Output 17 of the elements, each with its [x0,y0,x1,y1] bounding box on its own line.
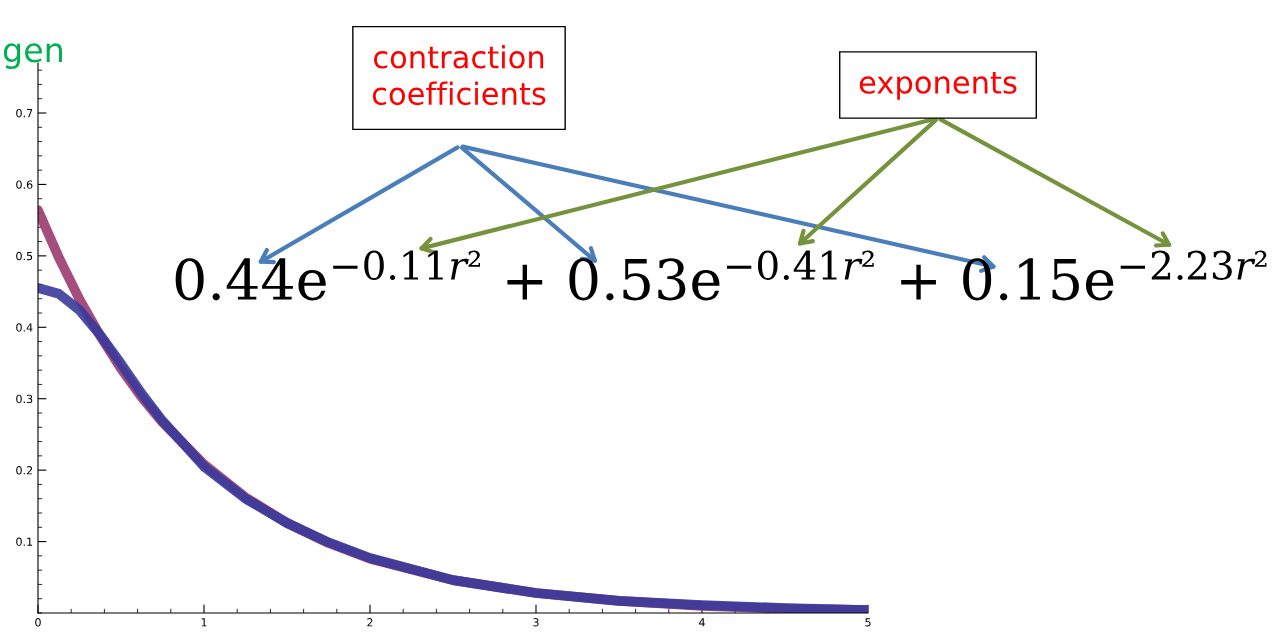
x-tick-label: 3 [533,618,539,627]
x-tick-label: 4 [699,618,705,627]
annotation: exponents [859,71,1017,100]
annotation: gen [3,43,62,69]
y-tick-label: 0.3 [16,394,33,404]
annotation: contraction coefficients [372,44,546,106]
x-tick-label: 1 [201,618,207,627]
x-tick-label: 0 [35,618,41,627]
y-tick-label: 0.2 [16,466,33,475]
y-tick-label: 0.7 [16,108,33,118]
annotation: 0.44e$^{−0.11r²}$ + 0.53e$^{−0.41r²}$ + 0.15e$^{−2.23r²}$ [175,250,1267,301]
y-tick-label: 0.6 [16,180,33,189]
y-tick-label: 0.4 [16,323,33,332]
x-tick-label: 2 [367,618,373,627]
y-tick-label: 0.1 [16,537,33,546]
y-tick-label: 0.5 [16,251,33,261]
x-tick-label: 5 [865,618,871,627]
